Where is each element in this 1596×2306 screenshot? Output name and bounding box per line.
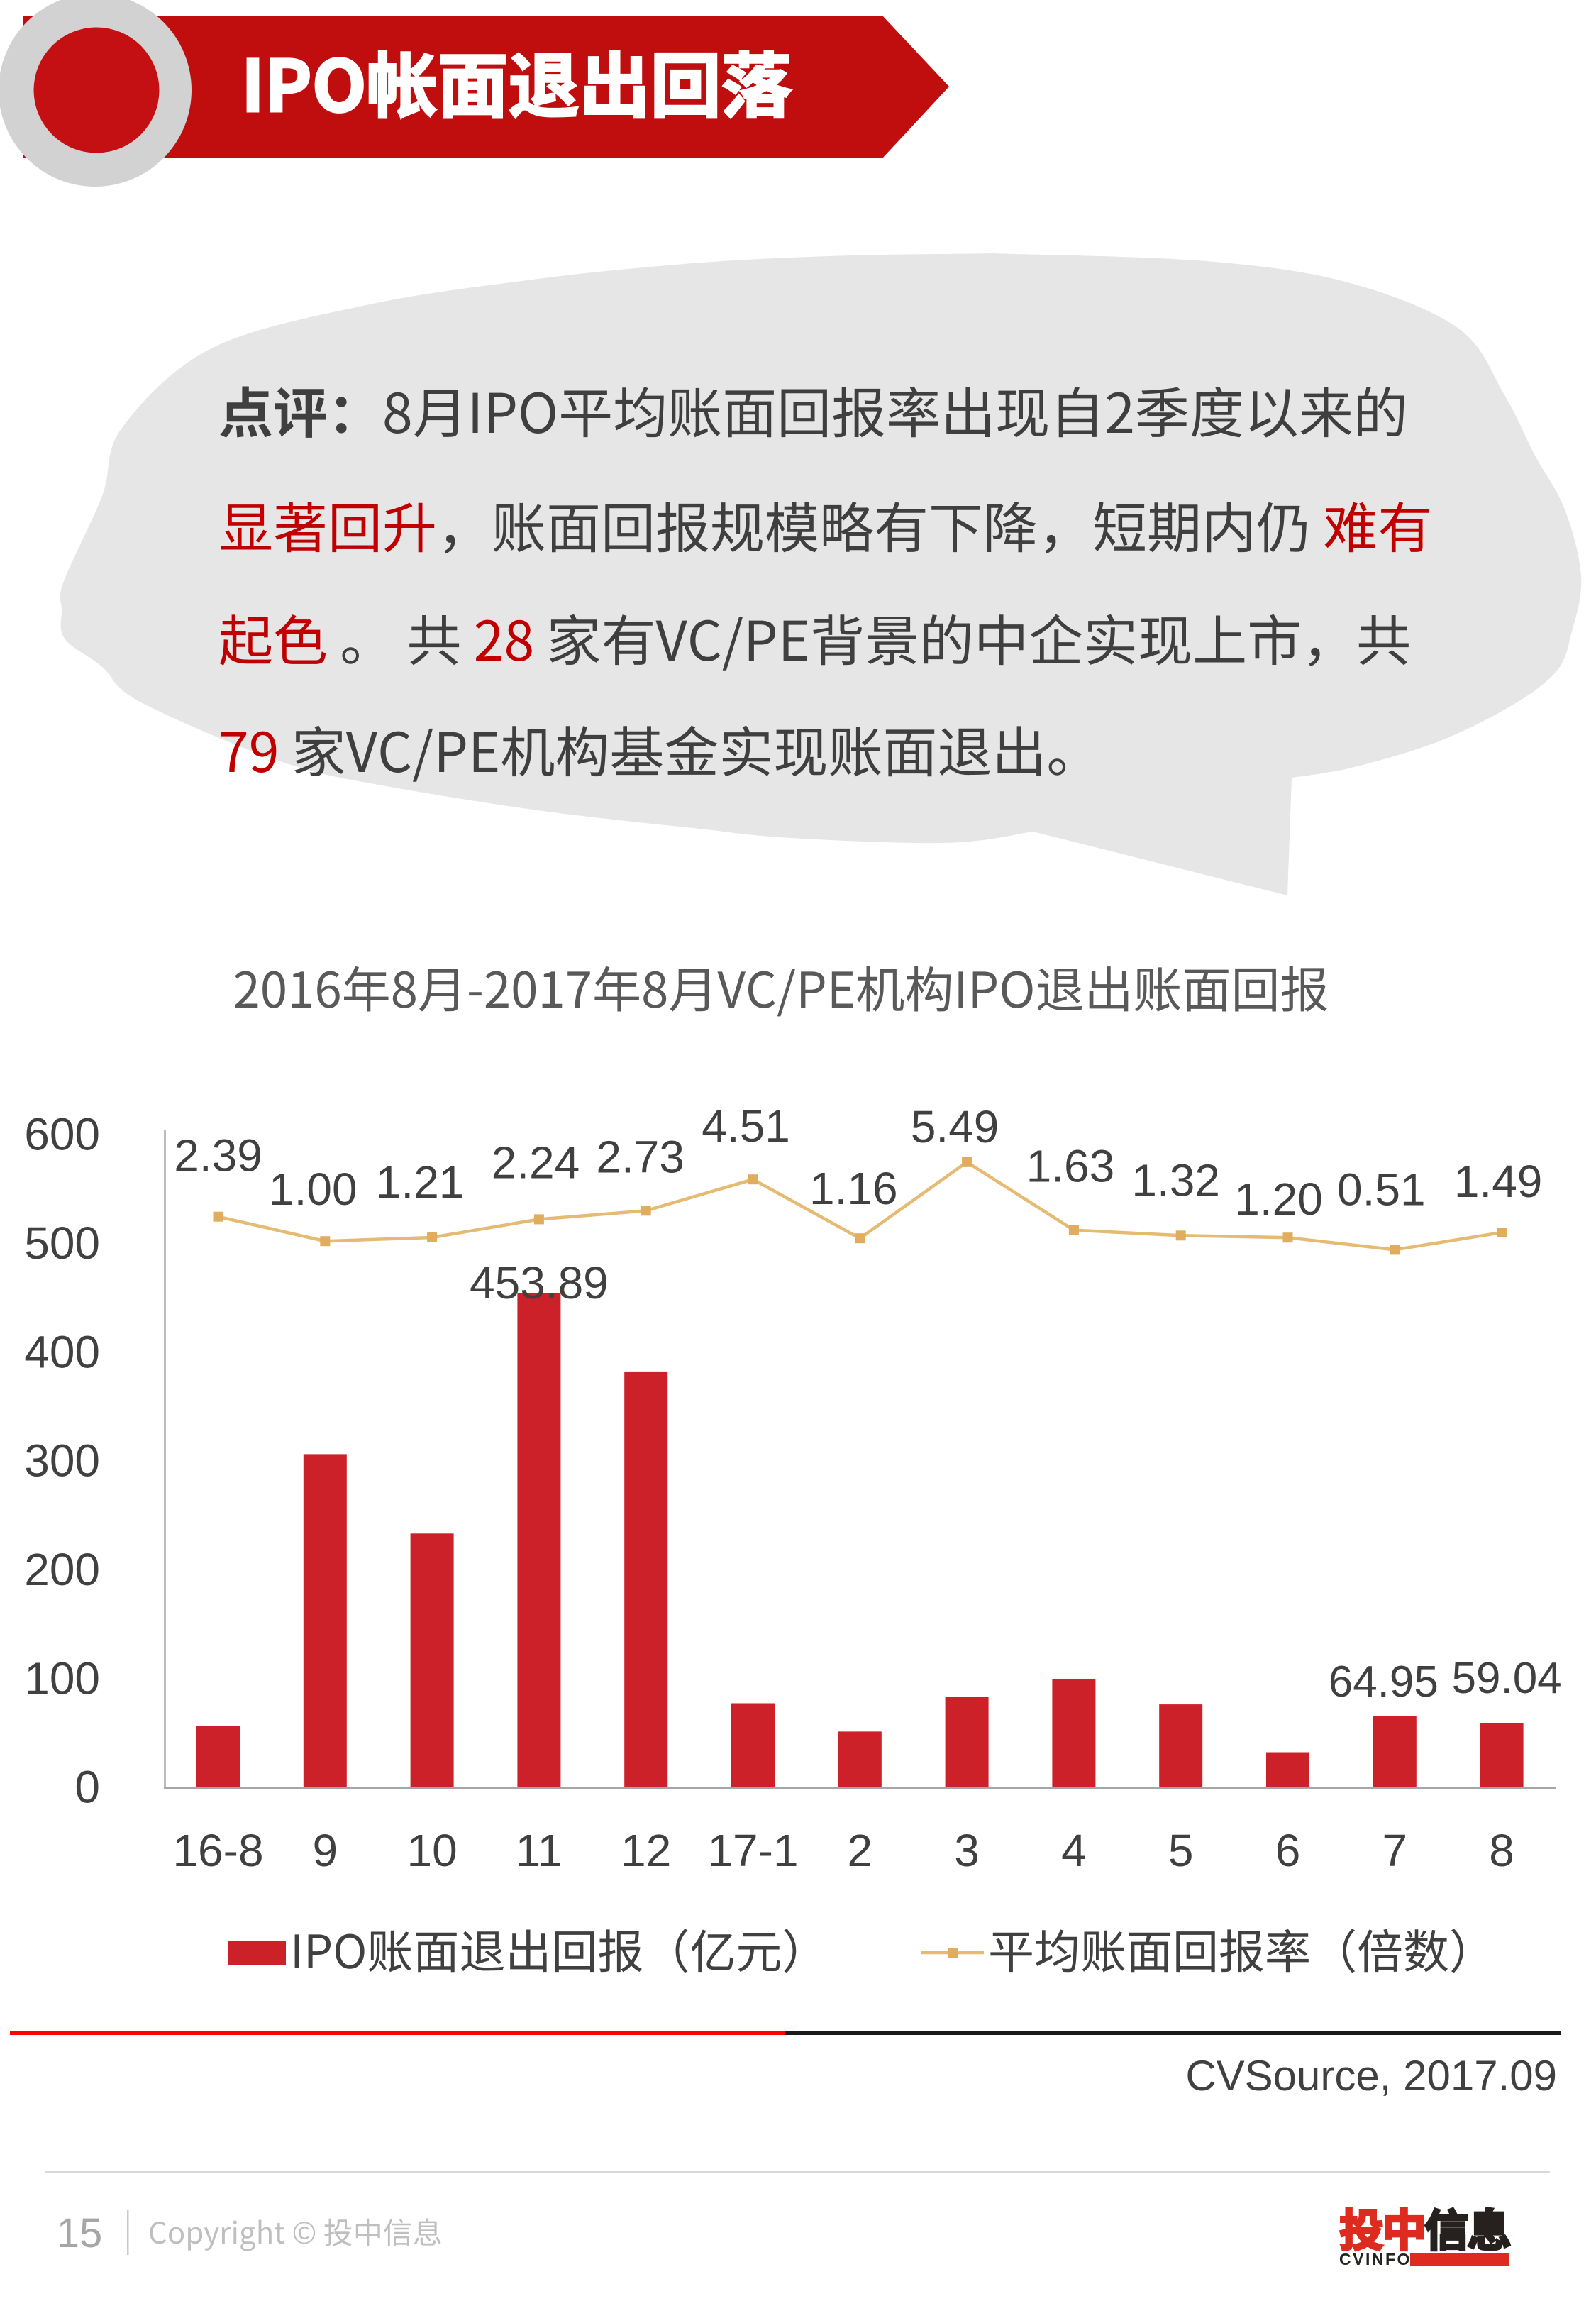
svg-text:1.32: 1.32: [1131, 1154, 1220, 1206]
svg-text:400: 400: [24, 1326, 100, 1377]
svg-text:2.73: 2.73: [596, 1131, 685, 1182]
svg-text:10: 10: [407, 1825, 458, 1876]
svg-text:3: 3: [954, 1825, 980, 1876]
svg-text:500: 500: [24, 1218, 100, 1269]
svg-text:0: 0: [74, 1762, 100, 1813]
svg-text:CVINFO: CVINFO: [1339, 2250, 1412, 2268]
svg-text:6: 6: [1275, 1825, 1301, 1876]
svg-text:1.20: 1.20: [1234, 1174, 1323, 1225]
svg-text:8: 8: [1489, 1825, 1514, 1876]
svg-text:7: 7: [1382, 1825, 1408, 1876]
svg-text:5.49: 5.49: [911, 1101, 999, 1152]
svg-text:11: 11: [516, 1825, 563, 1876]
svg-text:16-8: 16-8: [172, 1825, 263, 1876]
svg-text:12: 12: [621, 1825, 671, 1876]
svg-text:1.00: 1.00: [269, 1164, 358, 1215]
svg-text:1.49: 1.49: [1454, 1156, 1543, 1207]
svg-text:9: 9: [313, 1825, 338, 1876]
svg-text:5: 5: [1168, 1825, 1194, 1876]
svg-text:CVSource, 2017.09: CVSource, 2017.09: [1185, 2052, 1557, 2100]
svg-text:4: 4: [1061, 1825, 1087, 1876]
svg-text:100: 100: [24, 1653, 100, 1704]
svg-text:2.39: 2.39: [174, 1130, 262, 1181]
svg-text:15: 15: [57, 2210, 103, 2256]
svg-text:300: 300: [24, 1435, 100, 1486]
svg-text:200: 200: [24, 1544, 100, 1595]
svg-text:1.21: 1.21: [376, 1157, 465, 1208]
svg-text:2.24: 2.24: [492, 1137, 580, 1188]
svg-text:17-1: 17-1: [707, 1825, 798, 1876]
svg-text:453.89: 453.89: [470, 1257, 609, 1308]
svg-text:600: 600: [24, 1109, 100, 1160]
svg-text:1.63: 1.63: [1026, 1141, 1115, 1192]
svg-text:4.51: 4.51: [702, 1100, 790, 1152]
svg-text:0.51: 0.51: [1337, 1164, 1426, 1215]
svg-text:64.95: 64.95: [1329, 1657, 1439, 1706]
svg-text:1.16: 1.16: [809, 1163, 898, 1214]
svg-text:59.04: 59.04: [1452, 1654, 1562, 1703]
svg-text:2: 2: [848, 1825, 873, 1876]
